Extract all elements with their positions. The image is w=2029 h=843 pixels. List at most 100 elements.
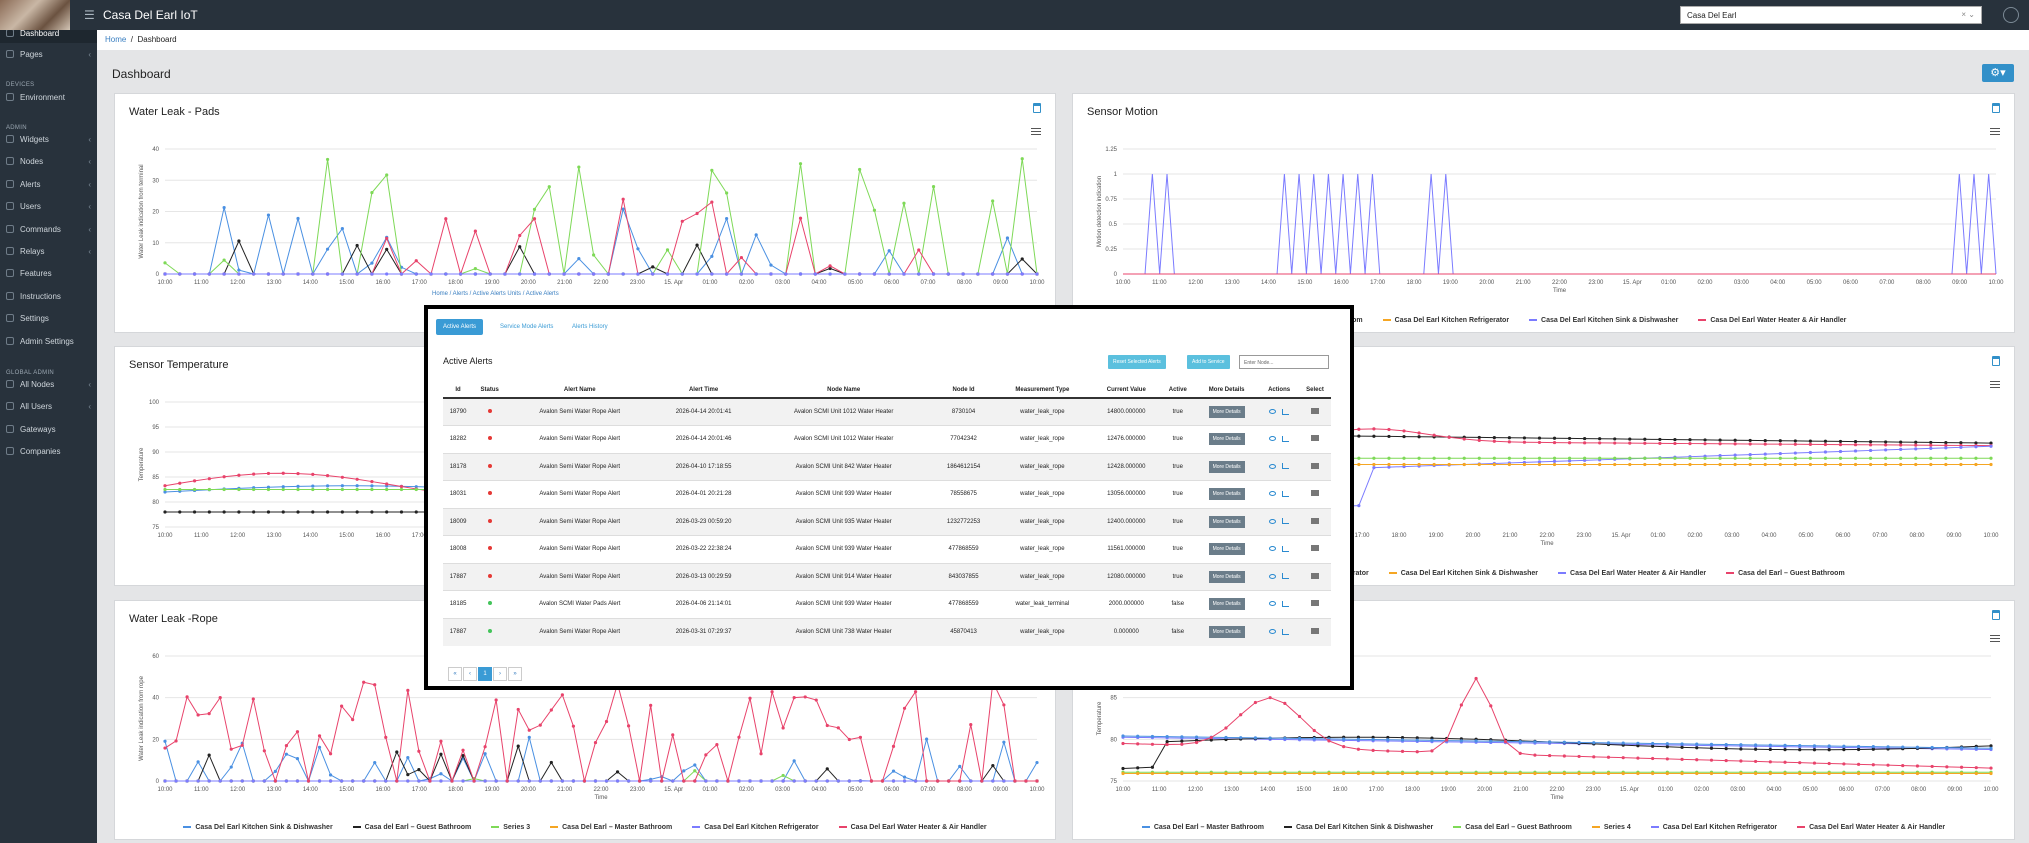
- pagination-button[interactable]: »: [508, 667, 522, 681]
- data-point[interactable]: [461, 779, 465, 783]
- data-point[interactable]: [1989, 746, 1993, 750]
- data-point[interactable]: [218, 695, 222, 700]
- sidebar-item-all-nodes[interactable]: All Nodes ‹: [0, 374, 97, 394]
- data-point[interactable]: [769, 263, 773, 267]
- table-row[interactable]: 17887 Avalon Semi Water Rope Alert 2026-03…: [443, 562, 1331, 591]
- chart-menu-icon[interactable]: [1990, 381, 2000, 388]
- data-point[interactable]: [1748, 453, 1752, 457]
- data-point[interactable]: [1327, 771, 1331, 776]
- data-point[interactable]: [163, 490, 167, 494]
- data-point[interactable]: [1474, 676, 1478, 681]
- data-point[interactable]: [1268, 736, 1272, 740]
- column-header[interactable]: Id: [443, 382, 474, 399]
- data-point[interactable]: [1503, 740, 1508, 744]
- data-point[interactable]: [1823, 439, 1828, 443]
- data-point[interactable]: [1989, 456, 1993, 460]
- data-point[interactable]: [1417, 456, 1421, 460]
- chart-menu-icon[interactable]: [1990, 128, 2000, 135]
- data-point[interactable]: [1489, 739, 1493, 743]
- data-point[interactable]: [606, 272, 610, 276]
- data-point[interactable]: [317, 779, 322, 783]
- data-point[interactable]: [1989, 771, 1993, 776]
- data-point[interactable]: [1462, 456, 1466, 460]
- data-point[interactable]: [1552, 456, 1557, 460]
- data-point[interactable]: [1150, 742, 1155, 746]
- data-point[interactable]: [902, 272, 906, 276]
- data-point[interactable]: [439, 779, 443, 783]
- data-point[interactable]: [737, 735, 741, 739]
- data-point[interactable]: [781, 773, 785, 778]
- data-point[interactable]: [1357, 427, 1361, 431]
- data-point[interactable]: [444, 272, 448, 276]
- data-point[interactable]: [1959, 746, 1964, 750]
- data-point[interactable]: [273, 779, 277, 783]
- data-point[interactable]: [704, 779, 708, 783]
- data-point[interactable]: [1680, 757, 1684, 761]
- data-point[interactable]: [328, 773, 333, 777]
- data-point[interactable]: [825, 779, 829, 783]
- eye-icon[interactable]: [1269, 436, 1277, 442]
- data-point[interactable]: [385, 236, 389, 240]
- data-point[interactable]: [532, 272, 537, 276]
- line-chart-icon[interactable]: [1282, 628, 1290, 635]
- data-point[interactable]: [1695, 758, 1699, 762]
- data-point[interactable]: [266, 213, 271, 217]
- data-point[interactable]: [229, 765, 233, 769]
- data-point[interactable]: [682, 779, 686, 783]
- data-point[interactable]: [1748, 462, 1752, 467]
- data-point[interactable]: [1748, 438, 1752, 443]
- data-point[interactable]: [1754, 771, 1758, 776]
- data-point[interactable]: [1871, 747, 1875, 751]
- data-point[interactable]: [1733, 438, 1737, 442]
- data-point[interactable]: [325, 510, 330, 514]
- data-point[interactable]: [814, 779, 818, 783]
- data-point[interactable]: [1150, 765, 1155, 769]
- data-point[interactable]: [1783, 743, 1787, 747]
- data-point[interactable]: [273, 769, 277, 773]
- data-point[interactable]: [340, 510, 344, 514]
- data-point[interactable]: [340, 704, 344, 708]
- data-point[interactable]: [527, 779, 531, 783]
- data-point[interactable]: [1194, 735, 1199, 739]
- data-point[interactable]: [1989, 444, 1993, 448]
- data-point[interactable]: [503, 272, 507, 276]
- data-point[interactable]: [560, 693, 564, 697]
- legend-item[interactable]: Casa del Earl – Guest Bathroom: [352, 824, 471, 831]
- data-point[interactable]: [1239, 771, 1243, 776]
- data-point[interactable]: [1507, 436, 1511, 440]
- tab-active-alerts[interactable]: Active Alerts: [436, 319, 484, 335]
- table-row[interactable]: 18185 Avalon SCMI Water Pads Alert 2026-04…: [443, 590, 1331, 618]
- data-point[interactable]: [1447, 456, 1451, 460]
- data-point[interactable]: [792, 759, 796, 763]
- data-point[interactable]: [1665, 745, 1669, 749]
- data-point[interactable]: [1537, 456, 1542, 460]
- data-point[interactable]: [1812, 748, 1817, 752]
- data-point[interactable]: [266, 471, 271, 476]
- data-point[interactable]: [1783, 760, 1787, 764]
- data-point[interactable]: [781, 726, 785, 730]
- data-point[interactable]: [1739, 747, 1743, 751]
- data-point[interactable]: [1621, 741, 1625, 745]
- data-point[interactable]: [1733, 456, 1737, 460]
- data-point[interactable]: [1886, 763, 1890, 767]
- trash-icon[interactable]: [1992, 610, 2000, 620]
- data-point[interactable]: [1533, 771, 1537, 776]
- data-point[interactable]: [252, 487, 256, 492]
- data-point[interactable]: [1914, 440, 1918, 444]
- data-point[interactable]: [1121, 771, 1125, 776]
- data-point[interactable]: [1562, 740, 1566, 744]
- data-point[interactable]: [1778, 456, 1782, 460]
- data-point[interactable]: [1430, 749, 1434, 753]
- data-point[interactable]: [325, 487, 330, 492]
- data-point[interactable]: [1856, 762, 1861, 766]
- data-point[interactable]: [1447, 462, 1451, 467]
- data-point[interactable]: [185, 779, 189, 783]
- data-point[interactable]: [428, 779, 432, 783]
- data-point[interactable]: [385, 173, 389, 177]
- data-point[interactable]: [1002, 779, 1006, 783]
- data-point[interactable]: [1651, 756, 1655, 761]
- data-point[interactable]: [1432, 433, 1436, 437]
- column-header[interactable]: Alert Name: [506, 382, 654, 399]
- data-point[interactable]: [373, 761, 377, 765]
- data-point[interactable]: [317, 745, 322, 749]
